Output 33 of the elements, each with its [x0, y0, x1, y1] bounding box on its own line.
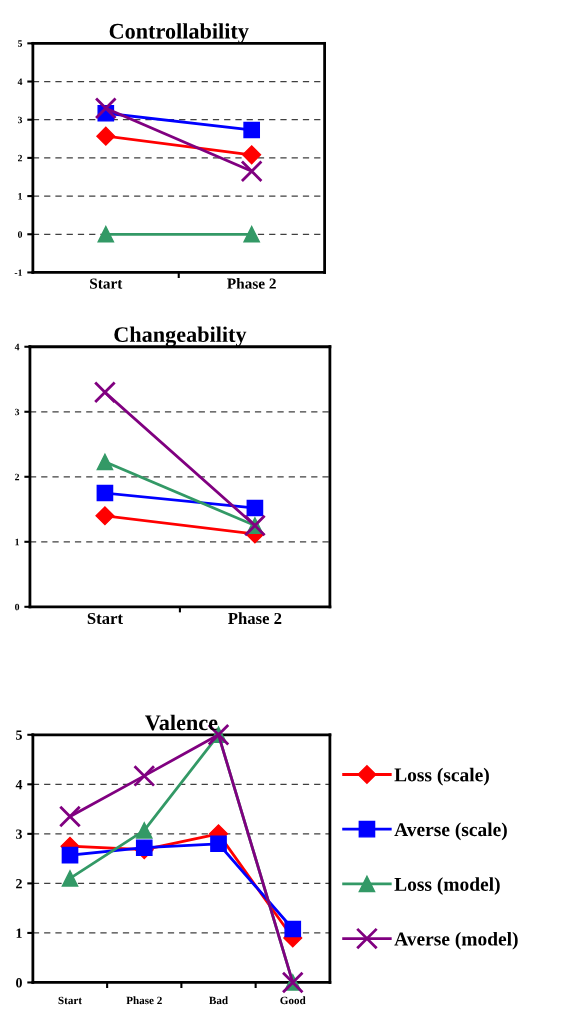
x-tick-label: Start: [58, 996, 82, 1005]
y-tick-label: 2: [16, 879, 22, 889]
y-tick-label: 2: [15, 473, 20, 481]
y-tick-label: 4: [15, 780, 23, 790]
y-tick-label: -1: [14, 269, 22, 276]
y-tick-label: 5: [17, 40, 23, 47]
y-tick-label: 1: [18, 193, 22, 200]
y-tick-label: 0: [16, 978, 22, 988]
x-tick-label: Bad: [209, 996, 228, 1005]
x-tick-label: Phase 2: [227, 278, 276, 289]
y-tick-label: 3: [15, 408, 20, 416]
chart-title: Valence: [145, 714, 218, 731]
y-tick-label: 2: [18, 154, 23, 162]
y-tick-label: 4: [14, 343, 20, 351]
x-tick-label: Phase 2: [228, 612, 282, 625]
legend-label: Averse (model): [394, 931, 518, 950]
legend-label: Loss (scale): [394, 767, 489, 786]
y-tick-label: 5: [16, 730, 22, 740]
y-tick-label: 1: [16, 928, 22, 938]
chart-title: Changeability: [114, 326, 247, 347]
x-tick-label: Good: [280, 996, 306, 1005]
x-tick-label: Start: [87, 612, 123, 625]
legend-label: Loss (model): [394, 877, 500, 895]
y-tick-label: 3: [17, 116, 23, 124]
x-tick-label: Start: [90, 278, 123, 289]
y-tick-label: 3: [16, 829, 22, 839]
x-tick-label: Phase 2: [126, 996, 162, 1005]
y-tick-label: 0: [15, 603, 20, 611]
y-tick-label: 4: [17, 78, 23, 85]
chart-title: Controllability: [109, 23, 249, 44]
y-tick-label: 1: [15, 538, 20, 546]
legend-label: Averse (scale): [394, 822, 507, 841]
y-tick-label: 0: [17, 231, 23, 238]
